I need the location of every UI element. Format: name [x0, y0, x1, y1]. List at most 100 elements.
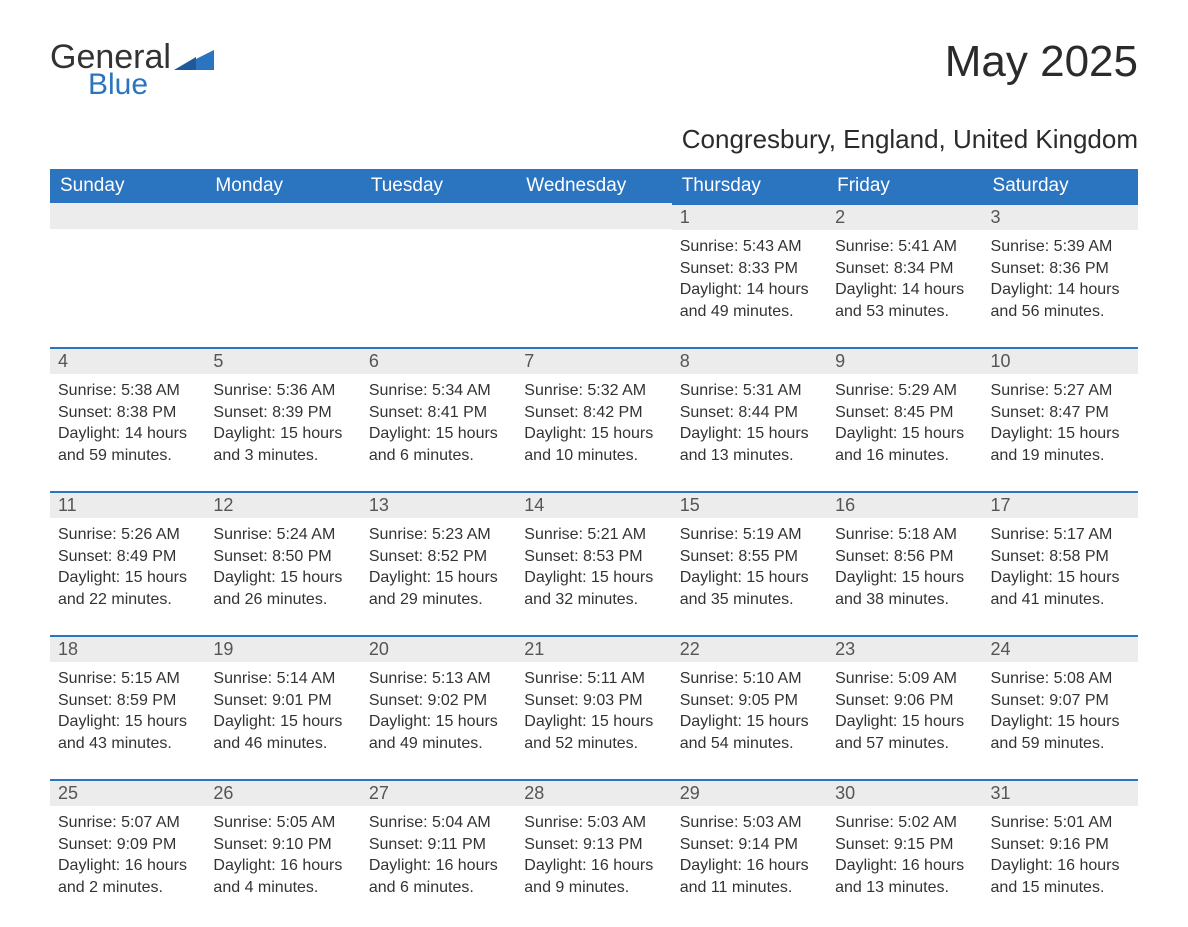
sunset-text: Sunset: 9:16 PM — [991, 834, 1130, 856]
day-details: Sunrise: 5:03 AMSunset: 9:14 PMDaylight:… — [672, 806, 827, 902]
weekday-header: Sunday — [50, 169, 205, 203]
sunset-text: Sunset: 9:13 PM — [524, 834, 663, 856]
daylight-text-1: Daylight: 15 hours — [991, 567, 1130, 589]
empty-day-bar — [516, 203, 671, 229]
spacer-cell — [827, 331, 982, 347]
day-number: 24 — [983, 635, 1138, 662]
sunset-text: Sunset: 8:36 PM — [991, 258, 1130, 280]
sunrise-text: Sunrise: 5:15 AM — [58, 668, 197, 690]
daylight-text-1: Daylight: 15 hours — [991, 711, 1130, 733]
sunrise-text: Sunrise: 5:04 AM — [369, 812, 508, 834]
spacer-cell — [983, 475, 1138, 491]
daylight-text-2: and 15 minutes. — [991, 877, 1130, 899]
daylight-text-1: Daylight: 16 hours — [991, 855, 1130, 877]
calendar-empty-cell — [50, 203, 205, 331]
day-number: 19 — [205, 635, 360, 662]
day-details: Sunrise: 5:34 AMSunset: 8:41 PMDaylight:… — [361, 374, 516, 470]
sunset-text: Sunset: 8:56 PM — [835, 546, 974, 568]
day-number: 27 — [361, 779, 516, 806]
sunset-text: Sunset: 8:34 PM — [835, 258, 974, 280]
sunset-text: Sunset: 8:42 PM — [524, 402, 663, 424]
day-details: Sunrise: 5:15 AMSunset: 8:59 PMDaylight:… — [50, 662, 205, 758]
day-details: Sunrise: 5:26 AMSunset: 8:49 PMDaylight:… — [50, 518, 205, 614]
daylight-text-2: and 3 minutes. — [213, 445, 352, 467]
sunset-text: Sunset: 9:06 PM — [835, 690, 974, 712]
spacer-cell — [205, 619, 360, 635]
brand-text: General Blue — [50, 40, 171, 102]
sunset-text: Sunset: 8:58 PM — [991, 546, 1130, 568]
day-details: Sunrise: 5:08 AMSunset: 9:07 PMDaylight:… — [983, 662, 1138, 758]
sunset-text: Sunset: 8:52 PM — [369, 546, 508, 568]
day-details: Sunrise: 5:18 AMSunset: 8:56 PMDaylight:… — [827, 518, 982, 614]
sunrise-text: Sunrise: 5:03 AM — [680, 812, 819, 834]
calendar-day-cell: 27Sunrise: 5:04 AMSunset: 9:11 PMDayligh… — [361, 779, 516, 907]
calendar-day-cell: 5Sunrise: 5:36 AMSunset: 8:39 PMDaylight… — [205, 347, 360, 475]
sunset-text: Sunset: 8:53 PM — [524, 546, 663, 568]
daylight-text-1: Daylight: 15 hours — [58, 567, 197, 589]
day-details: Sunrise: 5:41 AMSunset: 8:34 PMDaylight:… — [827, 230, 982, 326]
day-details: Sunrise: 5:29 AMSunset: 8:45 PMDaylight:… — [827, 374, 982, 470]
spacer-cell — [672, 619, 827, 635]
day-details: Sunrise: 5:19 AMSunset: 8:55 PMDaylight:… — [672, 518, 827, 614]
day-details: Sunrise: 5:27 AMSunset: 8:47 PMDaylight:… — [983, 374, 1138, 470]
spacer-cell — [672, 331, 827, 347]
calendar-page: General Blue May 2025 Congresbury, Engla… — [0, 0, 1188, 927]
sunrise-text: Sunrise: 5:27 AM — [991, 380, 1130, 402]
daylight-text-2: and 9 minutes. — [524, 877, 663, 899]
daylight-text-1: Daylight: 15 hours — [524, 711, 663, 733]
month-title: May 2025 — [945, 40, 1138, 84]
daylight-text-2: and 13 minutes. — [835, 877, 974, 899]
daylight-text-2: and 43 minutes. — [58, 733, 197, 755]
calendar-day-cell: 21Sunrise: 5:11 AMSunset: 9:03 PMDayligh… — [516, 635, 671, 763]
sunrise-text: Sunrise: 5:26 AM — [58, 524, 197, 546]
sunrise-text: Sunrise: 5:41 AM — [835, 236, 974, 258]
daylight-text-1: Daylight: 15 hours — [680, 567, 819, 589]
daylight-text-1: Daylight: 15 hours — [835, 423, 974, 445]
sunrise-text: Sunrise: 5:23 AM — [369, 524, 508, 546]
sunset-text: Sunset: 9:10 PM — [213, 834, 352, 856]
calendar-day-cell: 4Sunrise: 5:38 AMSunset: 8:38 PMDaylight… — [50, 347, 205, 475]
day-details: Sunrise: 5:17 AMSunset: 8:58 PMDaylight:… — [983, 518, 1138, 614]
spacer-cell — [361, 331, 516, 347]
brand-triangle-icon — [174, 44, 214, 70]
day-details: Sunrise: 5:07 AMSunset: 9:09 PMDaylight:… — [50, 806, 205, 902]
sunrise-text: Sunrise: 5:14 AM — [213, 668, 352, 690]
daylight-text-2: and 32 minutes. — [524, 589, 663, 611]
spacer-cell — [50, 619, 205, 635]
sunset-text: Sunset: 8:55 PM — [680, 546, 819, 568]
daylight-text-1: Daylight: 15 hours — [680, 711, 819, 733]
spacer-cell — [827, 763, 982, 779]
sunrise-text: Sunrise: 5:09 AM — [835, 668, 974, 690]
day-number: 25 — [50, 779, 205, 806]
day-number: 16 — [827, 491, 982, 518]
day-details: Sunrise: 5:10 AMSunset: 9:05 PMDaylight:… — [672, 662, 827, 758]
sunrise-text: Sunrise: 5:21 AM — [524, 524, 663, 546]
day-number: 7 — [516, 347, 671, 374]
calendar-empty-cell — [205, 203, 360, 331]
daylight-text-1: Daylight: 15 hours — [680, 423, 819, 445]
daylight-text-2: and 49 minutes. — [680, 301, 819, 323]
day-details: Sunrise: 5:39 AMSunset: 8:36 PMDaylight:… — [983, 230, 1138, 326]
daylight-text-2: and 53 minutes. — [835, 301, 974, 323]
sunset-text: Sunset: 9:02 PM — [369, 690, 508, 712]
spacer-cell — [672, 763, 827, 779]
daylight-text-2: and 6 minutes. — [369, 445, 508, 467]
title-block: May 2025 — [945, 40, 1138, 84]
daylight-text-2: and 6 minutes. — [369, 877, 508, 899]
daylight-text-2: and 59 minutes. — [58, 445, 197, 467]
sunrise-text: Sunrise: 5:39 AM — [991, 236, 1130, 258]
spacer-cell — [516, 475, 671, 491]
day-details: Sunrise: 5:14 AMSunset: 9:01 PMDaylight:… — [205, 662, 360, 758]
daylight-text-2: and 10 minutes. — [524, 445, 663, 467]
daylight-text-2: and 59 minutes. — [991, 733, 1130, 755]
spacer-cell — [827, 619, 982, 635]
day-number: 28 — [516, 779, 671, 806]
calendar-day-cell: 31Sunrise: 5:01 AMSunset: 9:16 PMDayligh… — [983, 779, 1138, 907]
calendar-empty-cell — [361, 203, 516, 331]
daylight-text-1: Daylight: 15 hours — [213, 423, 352, 445]
day-details: Sunrise: 5:05 AMSunset: 9:10 PMDaylight:… — [205, 806, 360, 902]
spacer-cell — [205, 475, 360, 491]
sunrise-text: Sunrise: 5:17 AM — [991, 524, 1130, 546]
day-number: 10 — [983, 347, 1138, 374]
spacer-cell — [983, 331, 1138, 347]
